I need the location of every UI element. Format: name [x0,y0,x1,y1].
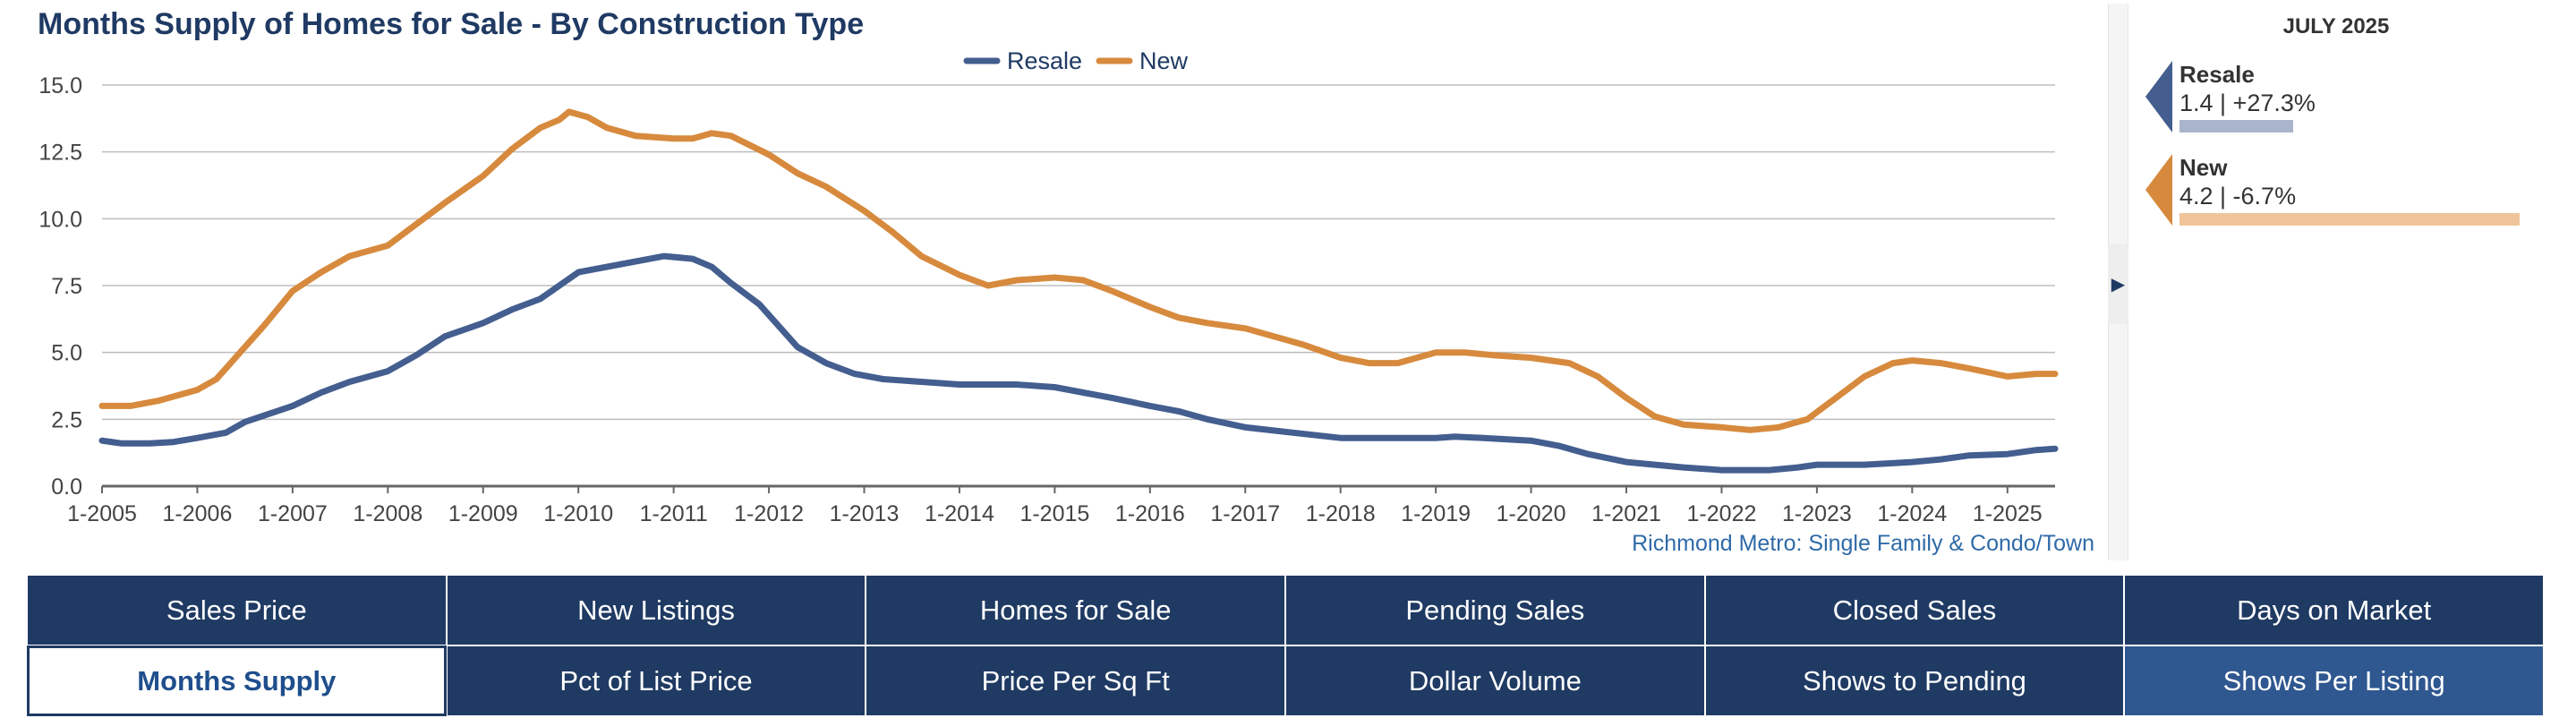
x-tick-label: 1-2015 [1019,501,1089,526]
series-line-new [98,108,2059,433]
chart-footnote: Richmond Metro: Single Family & Condo/To… [1632,531,2094,556]
series-line-resale [98,252,2059,474]
summary-item-resale: Resale 1.4 | +27.3% [2135,61,2538,141]
nav-dollar-volume[interactable]: Dollar Volume [1284,645,1705,716]
x-tick-label: 1-2019 [1401,501,1471,526]
x-tick-label: 1-2023 [1782,501,1852,526]
x-tick-label: 1-2008 [353,501,422,526]
nav-homes-for-sale[interactable]: Homes for Sale [866,575,1285,645]
x-tick-label: 1-2012 [734,501,804,526]
x-tick-label: 1-2024 [1877,501,1947,526]
nav-pct-of-list-price[interactable]: Pct of List Price [446,645,866,716]
panel-toggle-button[interactable]: ▶ [2108,244,2128,324]
nav-shows-per-listing[interactable]: Shows Per Listing [2124,645,2544,716]
y-tick-label: 2.5 [51,407,82,432]
nav-pending-sales[interactable]: Pending Sales [1284,575,1705,645]
summary-date: JULY 2025 [2282,14,2390,38]
chart-title: Months Supply of Homes for Sale - By Con… [38,7,865,41]
x-tick-label: 1-2013 [830,501,900,526]
x-tick-label: 1-2010 [543,501,613,526]
resale-marker-icon [2145,61,2172,132]
nav-months-supply[interactable]: Months Supply [27,645,447,716]
summary-item-stats: 1.4 | +27.3% [2179,90,2316,116]
summary-item-name: Resale [2179,61,2255,88]
x-tick-label: 1-2018 [1306,501,1376,526]
y-tick-label: 15.0 [38,73,82,98]
metric-nav: Sales Price New Listings Homes for Sale … [27,575,2544,716]
x-tick-label: 1-2007 [258,501,328,526]
y-tick-label: 5.0 [51,341,82,366]
nav-new-listings[interactable]: New Listings [446,575,866,645]
x-tick-label: 1-2021 [1591,501,1661,526]
x-tick-label: 1-2022 [1687,501,1757,526]
nav-days-on-market[interactable]: Days on Market [2124,575,2544,645]
x-tick-label: 1-2011 [640,501,708,526]
x-tick-label: 1-2006 [163,501,233,526]
y-tick-label: 10.0 [38,207,82,232]
grid-lines [102,84,2055,488]
legend-label-resale[interactable]: Resale [1007,47,1082,74]
summary-item-stats: 4.2 | -6.7% [2179,183,2297,209]
x-tick-label: 1-2016 [1115,501,1185,526]
y-tick-label: 0.0 [51,474,82,500]
nav-price-per-sq-ft[interactable]: Price Per Sq Ft [866,645,1285,716]
summary-item-name: New [2179,154,2228,181]
x-tick-label: 1-2025 [1973,501,2043,526]
x-tick-label: 1-2020 [1497,501,1566,526]
y-tick-label: 7.5 [51,274,82,299]
series-lines [98,108,2059,474]
x-tick-label: 1-2014 [925,501,994,526]
x-tick-label: 1-2009 [448,501,518,526]
y-tick-label: 12.5 [38,141,82,166]
legend-label-new[interactable]: New [1139,47,1189,74]
summary-value-bar [2179,213,2520,226]
summary-item-new: New 4.2 | -6.7% [2135,154,2538,235]
legend: Resale New [963,47,1189,74]
x-tick-label: 1-2017 [1210,501,1280,526]
line-chart: 0.02.55.07.510.012.515.0 1-2005 1-2006 1-2… [38,47,2094,556]
summary-value-bar [2179,120,2293,132]
new-marker-icon [2145,154,2172,226]
nav-closed-sales[interactable]: Closed Sales [1704,575,2125,645]
nav-sales-price[interactable]: Sales Price [27,575,447,645]
x-tick-label: 1-2005 [67,501,137,526]
nav-shows-to-pending[interactable]: Shows to Pending [1704,645,2125,716]
summary-panel: JULY 2025 Resale 1.4 | +27.3% New 4.2 | … [2135,0,2538,555]
chevron-right-icon: ▶ [2111,274,2126,295]
y-axis: 0.0 2.5 5.0 7.5 10.0 12.5 15.0 [38,73,82,500]
x-axis: 1-2005 1-2006 1-2007 1-2008 1-2009 1-2010 1-20… [67,486,2043,526]
